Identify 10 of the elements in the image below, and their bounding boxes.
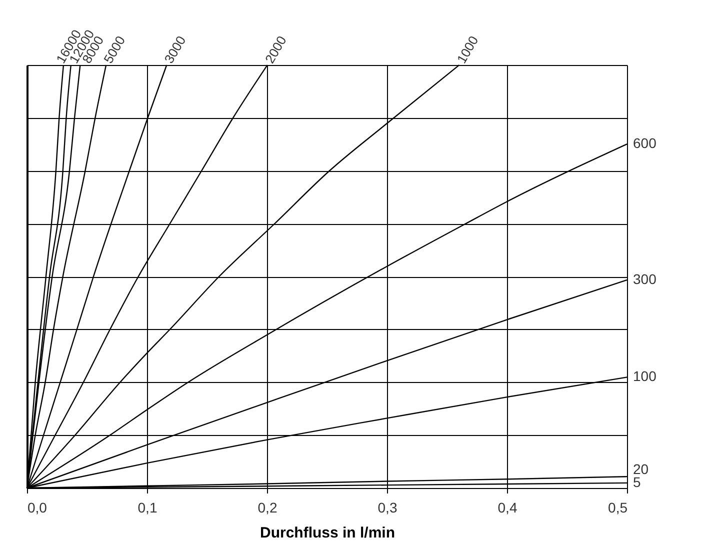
x-tick-label: 0,4 bbox=[498, 500, 518, 516]
x-tick-label: 0,5 bbox=[608, 500, 628, 516]
series-label: 600 bbox=[633, 135, 657, 152]
x-tick-label: 0,1 bbox=[138, 500, 158, 516]
x-axis-title: Durchfluss in l/min bbox=[260, 524, 396, 542]
x-tick-label: 0,3 bbox=[378, 500, 398, 516]
x-tick-label: 0,2 bbox=[258, 500, 278, 516]
x-tick-label: 0,0 bbox=[28, 500, 48, 516]
series-label: 300 bbox=[633, 270, 657, 287]
series-label: 100 bbox=[633, 368, 657, 384]
